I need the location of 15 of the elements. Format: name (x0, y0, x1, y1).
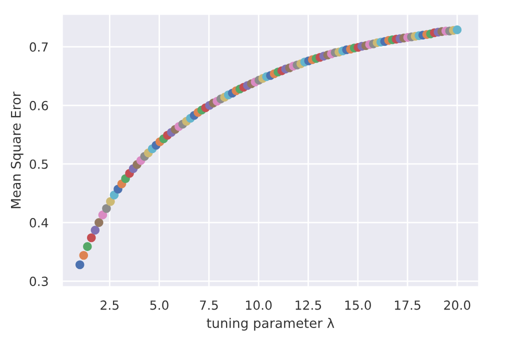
y-tick-label: 0.5 (30, 159, 48, 169)
x-tick-label: 12.5 (296, 300, 322, 310)
x-tick-label: 20.0 (444, 300, 470, 310)
x-tick-label: 10.0 (246, 300, 272, 310)
x-tick-label: 7.5 (200, 300, 218, 310)
x-tick-label: 5.0 (150, 300, 168, 310)
x-tick-label: 15.0 (345, 300, 371, 310)
y-tick-label: 0.6 (30, 100, 48, 110)
x-tick-label: 17.5 (394, 300, 420, 310)
y-tick-label: 0.4 (30, 218, 48, 228)
y-tick-label: 0.3 (30, 276, 48, 286)
x-tick-label: 2.5 (100, 300, 119, 310)
y-axis-title: Mean Square Eror (10, 92, 24, 208)
y-tick-label: 0.7 (30, 42, 48, 52)
x-axis-title: tuning parameter λ (206, 318, 334, 331)
